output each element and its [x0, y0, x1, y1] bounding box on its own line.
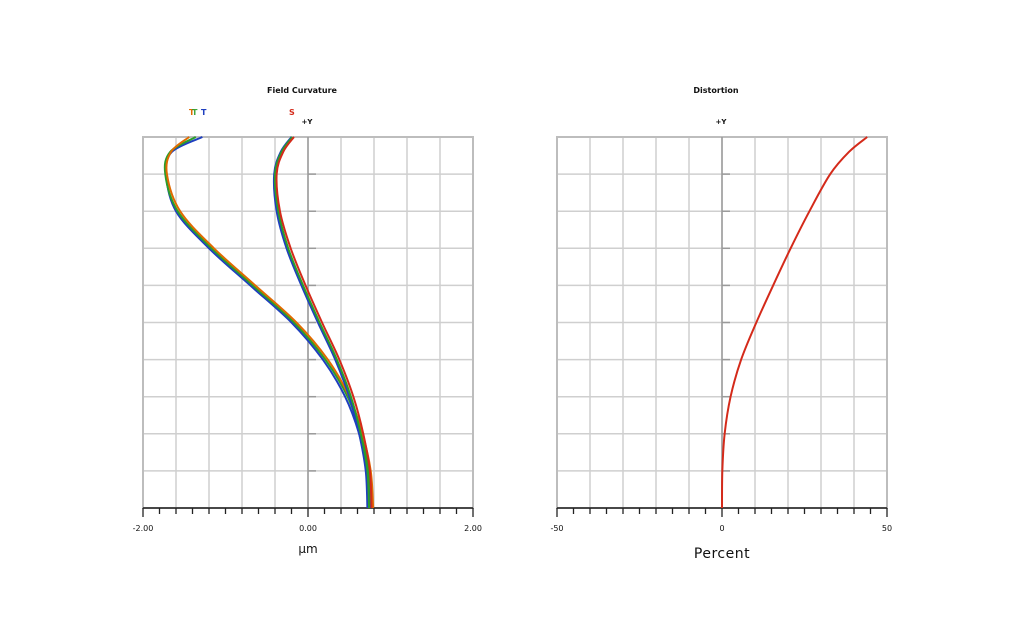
dist-series-line-0: [721, 136, 868, 509]
dist-tick-label-max: 50: [882, 524, 892, 533]
fc-series-line-5: [275, 136, 373, 509]
legend-t-blue: T: [201, 108, 207, 117]
field-curvature-grid: [142, 136, 474, 517]
distortion-series: [721, 136, 868, 509]
fc-tick-label-max: 2.00: [464, 524, 482, 533]
fc-tick-label-zero: 0.00: [299, 524, 317, 533]
legend-t-orange: T: [189, 108, 195, 117]
distortion-xlabel: Percent: [694, 546, 750, 562]
field-curvature-xlabel: µm: [298, 542, 317, 556]
fc-series-line-4: [273, 136, 371, 509]
field-curvature-field-label: +Y: [302, 118, 314, 126]
field-curvature-title: Field Curvature: [267, 86, 337, 95]
dist-tick-label-min: -50: [550, 524, 563, 533]
field-curvature-panel: Field Curvature T T T S +Y -2.00 0.00 2.…: [133, 86, 482, 556]
distortion-panel: Distortion +Y -50 0 50 Percent: [550, 86, 892, 562]
fc-tick-label-min: -2.00: [133, 524, 154, 533]
legend-t-green: T: [192, 108, 198, 117]
distortion-title: Distortion: [693, 86, 738, 95]
dist-tick-label-zero: 0: [719, 524, 724, 533]
legend-s-red: S: [289, 108, 295, 117]
distortion-field-label: +Y: [716, 118, 728, 126]
field-curvature-series: [163, 136, 375, 509]
